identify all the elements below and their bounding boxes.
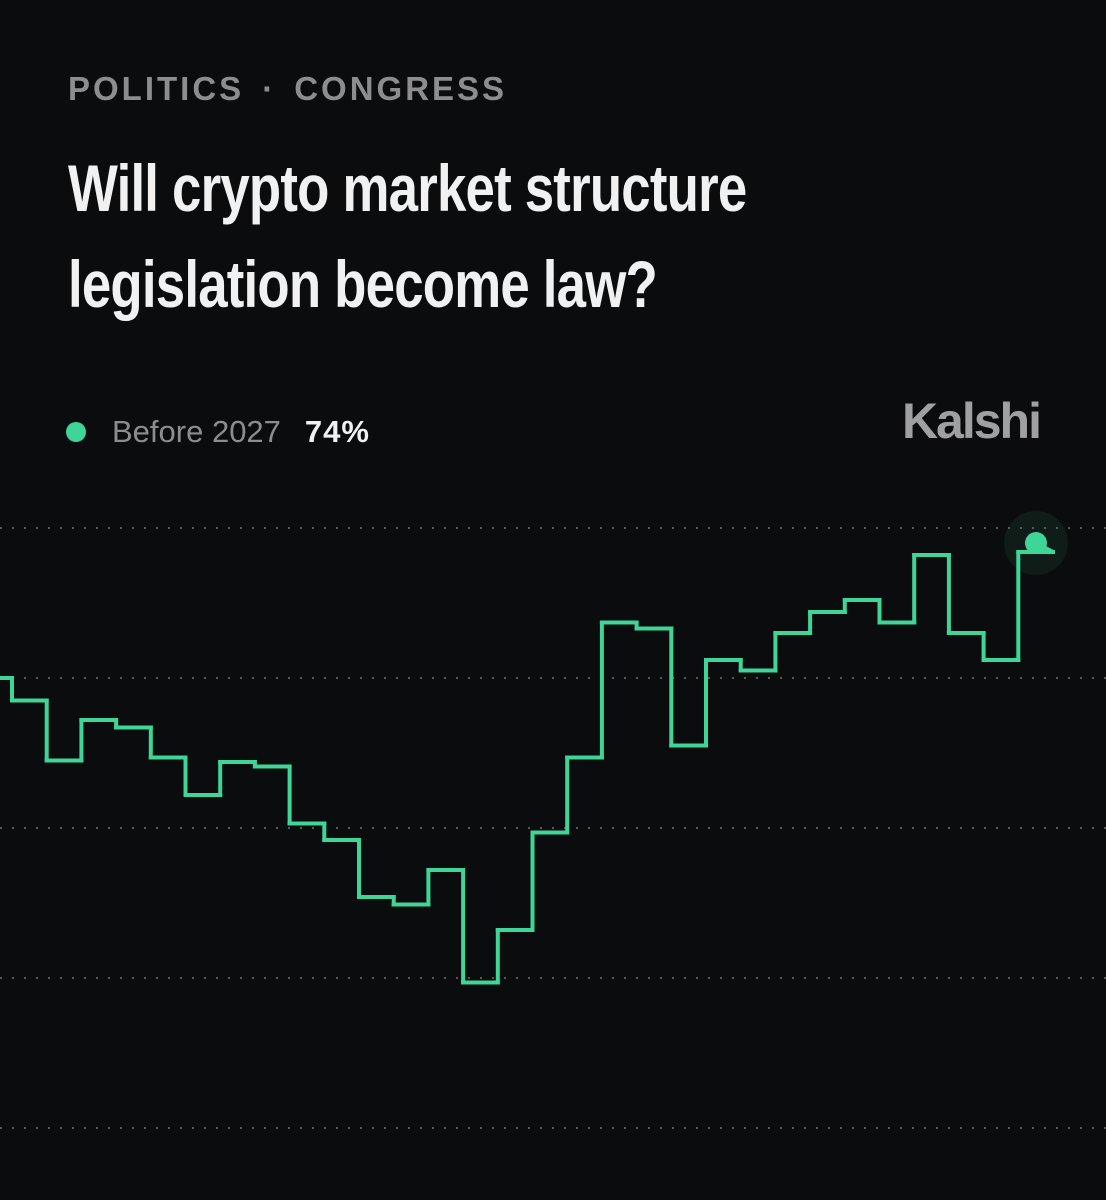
current-value: 74% xyxy=(304,414,370,449)
legend-label[interactable]: Before 2027 xyxy=(112,414,281,449)
current-point xyxy=(1025,532,1047,554)
brand-logo[interactable]: Kalshi xyxy=(901,393,1042,449)
breadcrumb: POLITICS · CONGRESS xyxy=(68,70,507,108)
separator: · xyxy=(262,70,277,107)
chart-title: Will crypto market structure legislation… xyxy=(68,151,747,321)
legend-marker xyxy=(66,422,86,442)
legend: Before 2027 74% xyxy=(66,414,370,450)
breadcrumb-item[interactable]: CONGRESS xyxy=(294,70,508,107)
breadcrumb-item[interactable]: POLITICS xyxy=(68,70,245,107)
